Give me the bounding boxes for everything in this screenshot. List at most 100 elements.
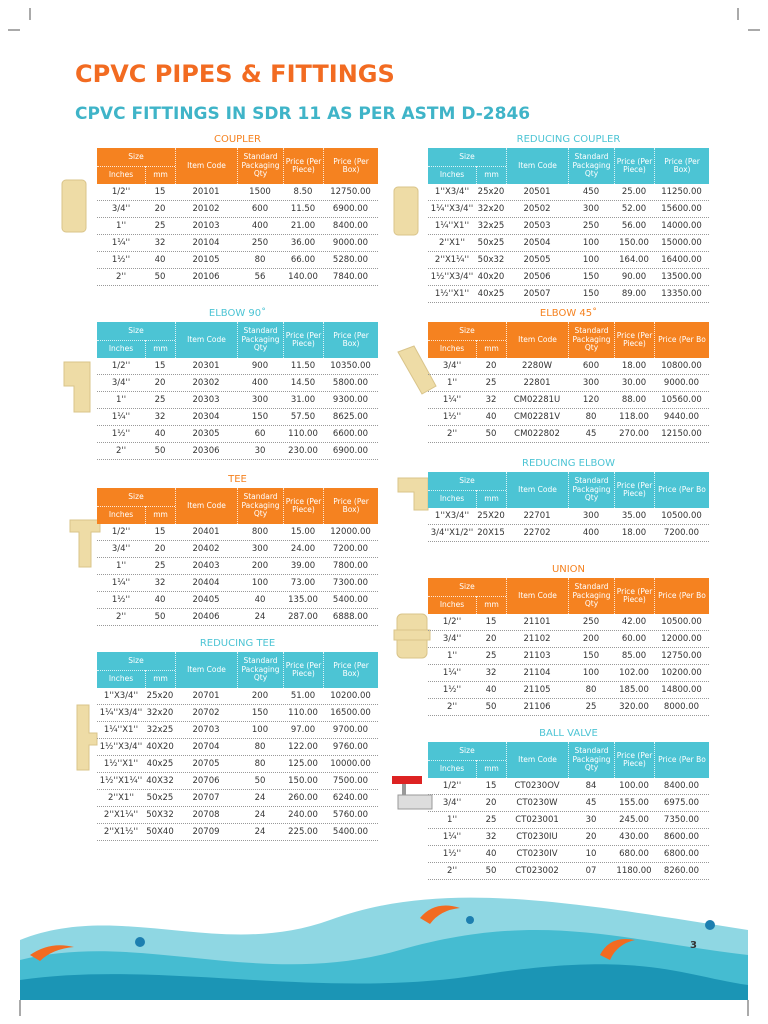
table-cell: 300	[251, 544, 269, 554]
table-title: UNION	[551, 564, 586, 575]
table-cell: 21101	[523, 617, 551, 627]
row-divider	[97, 391, 378, 392]
table-cell: 1¼''	[111, 412, 131, 422]
column-header: Size	[128, 491, 144, 501]
row-divider	[97, 200, 378, 201]
table-cell: CM02281U	[513, 395, 561, 405]
row-divider	[97, 591, 378, 592]
table-cell: 25.00	[621, 187, 647, 197]
table-cell: 270.00	[619, 429, 649, 439]
table-cell: 20103	[192, 221, 220, 231]
row-divider	[428, 234, 709, 235]
table-cell: 150	[582, 289, 600, 299]
column-header: mm	[476, 760, 506, 778]
table-cell: 8600.00	[663, 832, 700, 842]
table-cell: 10	[585, 849, 597, 859]
column-header: Standard Packaging Qty	[237, 322, 283, 358]
column-header: Standard Packaging Qty	[568, 148, 614, 184]
table-cell: 1''	[446, 815, 458, 825]
table-cell: 3/4''	[442, 798, 462, 808]
table-cell: CT0230W	[516, 798, 558, 808]
column-header: Inches	[97, 340, 145, 358]
table-cell: 15	[154, 187, 166, 197]
row-divider	[428, 681, 709, 682]
table-cell: 5280.00	[332, 255, 369, 265]
table-cell: 51.00	[290, 691, 316, 701]
table-cell: 1500	[249, 187, 271, 197]
table-cell: 320.00	[619, 702, 649, 712]
table-cell: 7500.00	[332, 776, 369, 786]
table-cell: 20702	[192, 708, 220, 718]
row-divider	[428, 845, 709, 846]
table-cell: 1¼''	[111, 578, 131, 588]
table-cell: 2''X1''	[108, 793, 134, 803]
table-cell: 25	[154, 395, 166, 405]
column-header: Item Code	[175, 488, 237, 524]
table-title: ELBOW 45˚	[539, 308, 598, 319]
table-cell: 20506	[523, 272, 551, 282]
table-cell: 20402	[192, 544, 220, 554]
table-title: ELBOW 90˚	[208, 308, 267, 319]
table-cell: 600	[582, 361, 600, 371]
table-cell: 150	[582, 651, 600, 661]
table-cell: 42.00	[621, 617, 647, 627]
column-header: Item Code	[175, 652, 237, 688]
table-cell: 14800.00	[661, 685, 702, 695]
table-cell: 12750.00	[330, 187, 371, 197]
row-divider	[428, 698, 709, 699]
table-cell: 6888.00	[332, 612, 369, 622]
table-cell: 1/2''	[442, 617, 462, 627]
table-cell: 1½''X1¼''	[99, 776, 143, 786]
table-cell: 21.00	[290, 221, 316, 231]
table-cell: 20706	[192, 776, 220, 786]
table-cell: 120	[582, 395, 600, 405]
table-cell: 80	[254, 759, 266, 769]
table-cell: 1¼''X3/4''	[430, 204, 474, 214]
table-title: BALL VALVE	[539, 728, 598, 739]
table-cell: 52.00	[621, 204, 647, 214]
table-cell: 100	[582, 668, 600, 678]
column-header: Price (Per Box)	[654, 148, 709, 184]
table-cell: 20504	[523, 238, 551, 248]
table-cell: 20406	[192, 612, 220, 622]
table-cell: 50	[485, 866, 497, 876]
table-cell: 32	[154, 238, 166, 248]
table-cell: CM022802	[514, 429, 560, 439]
table-cell: 450	[582, 187, 600, 197]
table-cell: 8400.00	[332, 221, 369, 231]
table-cell: 15	[154, 361, 166, 371]
column-header: Price (Per Box)	[323, 488, 378, 524]
table-cell: 90.00	[621, 272, 647, 282]
table-cell: 155.00	[619, 798, 649, 808]
table-cell: 40	[154, 429, 166, 439]
table-cell: 11250.00	[661, 187, 702, 197]
table-cell: 40X32	[146, 776, 174, 786]
table-cell: 240.00	[288, 810, 318, 820]
column-header: Size	[459, 475, 475, 485]
table-cell: 20401	[192, 527, 220, 537]
table-cell: 32	[485, 395, 497, 405]
table-cell: 30.00	[621, 378, 647, 388]
table-cell: 25X20	[477, 511, 505, 521]
row-divider	[428, 524, 709, 525]
column-header: Price (Per Piece)	[283, 322, 323, 358]
column-header: Inches	[97, 670, 145, 688]
table-cell: 12150.00	[661, 429, 702, 439]
table-cell: 1½''	[442, 412, 462, 422]
row-divider	[428, 391, 709, 392]
column-header: mm	[145, 340, 175, 358]
table-cell: 25	[485, 815, 497, 825]
ball-valve-image	[392, 776, 433, 810]
table-cell: 20	[485, 634, 497, 644]
row-divider	[97, 251, 378, 252]
column-header: Size	[459, 581, 475, 591]
table-cell: 400	[251, 221, 269, 231]
column-header: mm	[145, 166, 175, 184]
table-cell: 100.00	[619, 781, 649, 791]
table-cell: 2''	[115, 446, 127, 456]
table-cell: 22702	[523, 528, 551, 538]
table-cell: 260.00	[288, 793, 318, 803]
table-cell: 1¼''X1''	[103, 725, 139, 735]
table-cell: 32	[485, 668, 497, 678]
table-cell: 2''	[115, 272, 127, 282]
